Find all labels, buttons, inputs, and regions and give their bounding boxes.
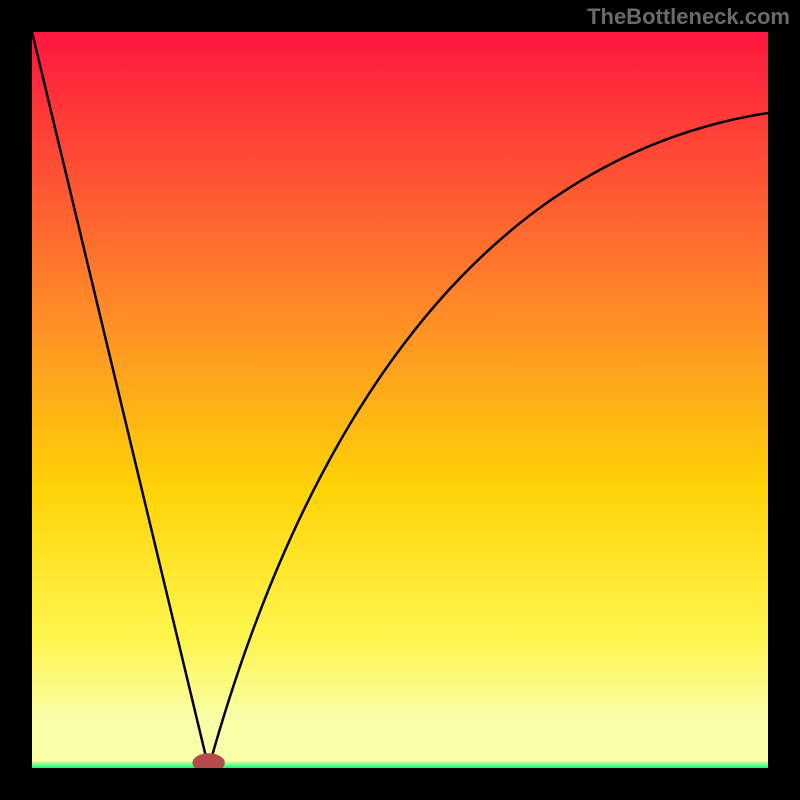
chart-plot-area [32, 32, 768, 768]
chart-canvas [32, 32, 768, 768]
watermark-text: TheBottleneck.com [587, 4, 790, 30]
